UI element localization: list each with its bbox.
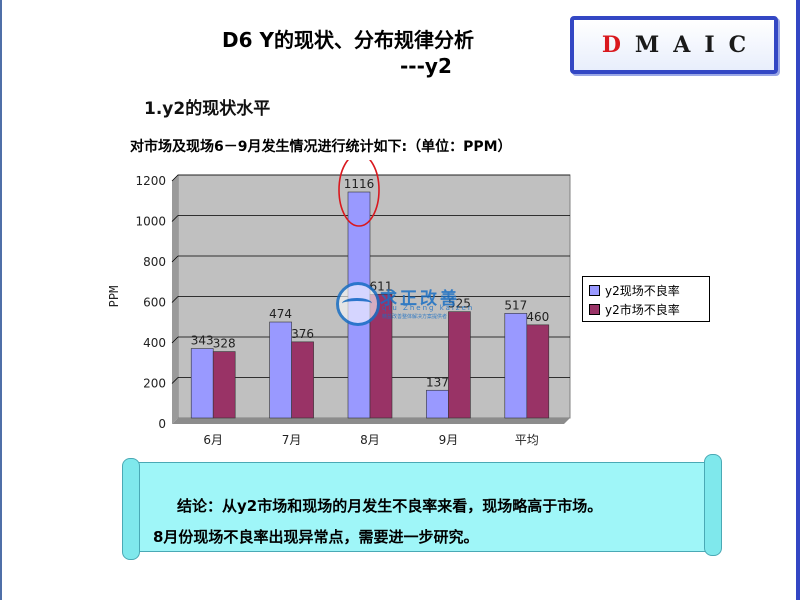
legend-swatch-series2 bbox=[589, 303, 600, 315]
bar-series1-3 bbox=[426, 389, 449, 419]
gridline-side bbox=[171, 377, 179, 384]
y-tick-label: 200 bbox=[143, 377, 166, 391]
conclusion-scroll: 结论：从y2市场和现场的月发生不良率来看，现场略高于市场。 8月份现场不良率出现… bbox=[122, 454, 722, 560]
y-tick-label: 1000 bbox=[135, 215, 166, 229]
watermark-note: 精益改善整体解决方案提供者 bbox=[382, 314, 448, 320]
data-label-series1-4: 517 bbox=[504, 298, 527, 312]
bar-series2-4 bbox=[526, 324, 550, 419]
gridline-side bbox=[171, 255, 179, 263]
data-label-series1-1: 474 bbox=[269, 307, 292, 321]
conclusion-panel: 结论：从y2市场和现场的月发生不良率来看，现场略高于市场。 8月份现场不良率出现… bbox=[130, 462, 716, 552]
dmaic-letter-c: C bbox=[728, 32, 747, 58]
y-axis-label: PPM bbox=[107, 286, 121, 308]
legend-label-series2: y2市场不良率 bbox=[605, 302, 680, 317]
legend-label-series1: y2现场不良率 bbox=[605, 283, 680, 298]
gridline-side bbox=[171, 215, 179, 222]
scroll-left-roll bbox=[122, 458, 140, 560]
watermark-logo: 求正改善 qiu Zheng kaizen 精益改善整体解决方案提供者 bbox=[336, 280, 476, 326]
slide-right-border bbox=[796, 0, 800, 600]
bar-series2-1 bbox=[291, 341, 314, 419]
x-tick-label: 8月 bbox=[360, 433, 380, 447]
data-label-series2-3: 525 bbox=[448, 297, 471, 311]
y-tick-label: 1200 bbox=[135, 174, 166, 188]
watermark-wave-icon bbox=[342, 298, 372, 309]
slide-title: D6 Y的现状、分布规律分析 bbox=[222, 28, 474, 52]
x-tick-label: 6月 bbox=[203, 433, 223, 447]
chart-caption: 对市场及现场6－9月发生情况进行统计如下:（单位：PPM） bbox=[130, 139, 512, 155]
section-heading: 1.y2的现状水平 bbox=[144, 99, 271, 119]
gridline-side bbox=[171, 296, 179, 303]
watermark-pinyin: qiu Zheng kaizen bbox=[382, 304, 475, 312]
bar-series2-2 bbox=[369, 293, 393, 419]
bar-series2-0 bbox=[212, 351, 236, 419]
legend-swatch-series1 bbox=[589, 284, 600, 296]
data-label-series1-3: 137 bbox=[426, 375, 449, 389]
dmaic-letter-m: M bbox=[634, 32, 660, 58]
data-label-series2-0: 328 bbox=[213, 337, 236, 351]
slide-title-suffix: ---y2 bbox=[400, 54, 452, 78]
bar-series1-1 bbox=[269, 321, 292, 419]
legend-item-series1: y2现场不良率 bbox=[589, 282, 680, 298]
conclusion-line-2: 8月份现场不良率出现异常点，需要进一步研究。 bbox=[153, 528, 479, 546]
slide-left-border bbox=[0, 0, 2, 600]
x-tick-label: 9月 bbox=[439, 433, 459, 447]
bar-chart: 0 200 400 600 800 1000 1200 PPM 343 328 6月 474 376 7月… bbox=[107, 160, 571, 447]
y-tick-label: 0 bbox=[158, 417, 166, 431]
dmaic-letter-d: D bbox=[601, 32, 621, 58]
bar-series2-3 bbox=[448, 311, 471, 419]
data-label-series2-1: 376 bbox=[291, 327, 314, 341]
plot-floor bbox=[172, 418, 570, 424]
gridline-side bbox=[171, 336, 179, 344]
dmaic-letter-a: A bbox=[673, 32, 691, 58]
y-tick-label: 400 bbox=[143, 336, 166, 350]
y-tick-label: 600 bbox=[143, 296, 166, 310]
y-tick-label: 800 bbox=[143, 255, 166, 269]
legend-item-series2: y2市场不良率 bbox=[589, 301, 680, 317]
data-label-series1-2: 1116 bbox=[344, 177, 375, 191]
dmaic-letter-i: I bbox=[704, 32, 715, 58]
gridline-side bbox=[171, 174, 179, 182]
chart-legend: y2现场不良率 y2市场不良率 bbox=[582, 276, 710, 322]
data-label-series1-0: 343 bbox=[191, 334, 214, 348]
dmaic-box: D M A I C bbox=[570, 16, 778, 74]
bar-series1-0 bbox=[190, 348, 214, 419]
conclusion-line-1: 结论：从y2市场和现场的月发生不良率来看，现场略高于市场。 bbox=[177, 497, 603, 515]
highlight-ellipse bbox=[338, 160, 380, 227]
watermark-title: 求正改善 bbox=[380, 289, 460, 309]
bar-series1-4 bbox=[504, 313, 528, 419]
dmaic-banner: D M A I C bbox=[556, 10, 788, 74]
x-tick-label: 7月 bbox=[282, 433, 302, 447]
scroll-right-roll bbox=[704, 454, 722, 556]
x-tick-label: 平均 bbox=[515, 433, 539, 447]
data-label-series2-4: 460 bbox=[526, 310, 549, 324]
